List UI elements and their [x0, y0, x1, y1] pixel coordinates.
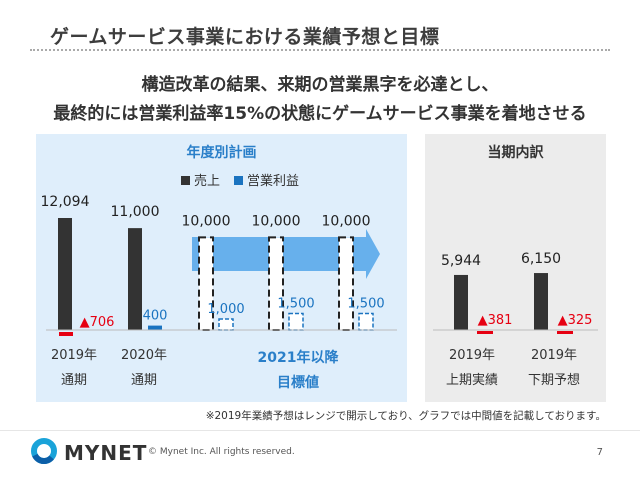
category-label: 上期実績: [446, 372, 498, 388]
category-label: 下期予想: [528, 372, 580, 388]
title-divider: [30, 49, 610, 51]
annual-plan-panel: 年度別計画 売上 営業利益 12,094 ▲706 11,000 400 10,000 1…: [36, 134, 407, 402]
footer: [0, 430, 640, 480]
sales-value-label: 10,000: [322, 213, 371, 229]
sales-value-label: 5,944: [441, 253, 481, 269]
sales-bar: [454, 274, 468, 330]
legend-sales: 売上: [181, 170, 220, 189]
profit-bar-negative: [557, 331, 573, 334]
chart-legend: 売上 営業利益: [181, 170, 299, 189]
legend-sales-swatch: [181, 176, 190, 185]
sales-bar: [128, 228, 142, 330]
profit-bar-target: [288, 312, 304, 331]
footnote: ※2019年業績予想はレンジで開示しており、グラフでは中間値を記載しております。: [205, 410, 606, 422]
annual-plan-chart: 12,094 ▲706 11,000 400 10,000 1,000 10,000 1,50…: [41, 194, 397, 391]
profit-value-label: ▲381: [478, 313, 513, 328]
sales-value-label: 12,094: [41, 194, 90, 210]
annual-plan-title: 年度別計画: [186, 145, 257, 161]
sales-bar: [58, 218, 72, 330]
profit-bar-target: [358, 312, 374, 331]
category-label: 目標値: [277, 374, 319, 391]
profit-value-label: 1,500: [347, 297, 384, 312]
profit-value-label: ▲706: [80, 315, 115, 330]
copyright: © Mynet Inc. All rights reserved.: [148, 447, 295, 457]
profit-bar-negative: [477, 331, 493, 334]
sales-value-label: 6,150: [521, 251, 561, 267]
profit-value-label: 400: [143, 309, 168, 324]
sales-bar-target: [268, 236, 284, 331]
sales-bar-target: [338, 236, 354, 331]
sales-bar: [534, 273, 548, 330]
legend-profit-label: 営業利益: [247, 174, 300, 189]
category-label: 2020年: [121, 348, 167, 363]
profit-bar: [148, 325, 162, 330]
category-label: 2021年以降: [258, 349, 340, 366]
growth-arrow: [192, 229, 380, 279]
category-label: 2019年: [51, 348, 97, 363]
profit-value-label: ▲325: [558, 313, 593, 328]
profit-bar-target: [218, 318, 234, 331]
category-label: 通期: [61, 373, 87, 388]
sales-value-label: 11,000: [111, 204, 160, 220]
lead-line-1: 構造改革の結果、来期の営業黒字を必達とし、: [141, 75, 499, 95]
category-label: 2019年: [449, 348, 495, 363]
mynet-logo-icon: [31, 438, 57, 464]
category-label: 2019年: [531, 348, 577, 363]
profit-value-label: 1,000: [207, 302, 244, 317]
legend-profit: 営業利益: [234, 170, 299, 189]
legend-profit-swatch: [234, 176, 244, 185]
lead-line-2: 最終的には営業利益率15%の状態にゲームサービス事業を着地させる: [53, 104, 587, 124]
sales-value-label: 10,000: [252, 213, 301, 229]
legend-sales-label: 売上: [194, 174, 221, 189]
sales-value-label: 10,000: [182, 213, 231, 229]
profit-bar-negative: [59, 332, 73, 336]
profit-value-label: 1,500: [277, 297, 314, 312]
page-title: ゲームサービス事業における業績予想と目標: [50, 26, 440, 48]
logo-text: MYNET: [64, 441, 148, 465]
page-number: 7: [596, 447, 603, 458]
category-label: 通期: [131, 373, 157, 388]
current-breakdown-panel: 当期内訳 5,944 ▲381 6,150 ▲325 2019年上期実績 2019年下期予…: [425, 134, 606, 402]
current-breakdown-title: 当期内訳: [487, 145, 544, 161]
